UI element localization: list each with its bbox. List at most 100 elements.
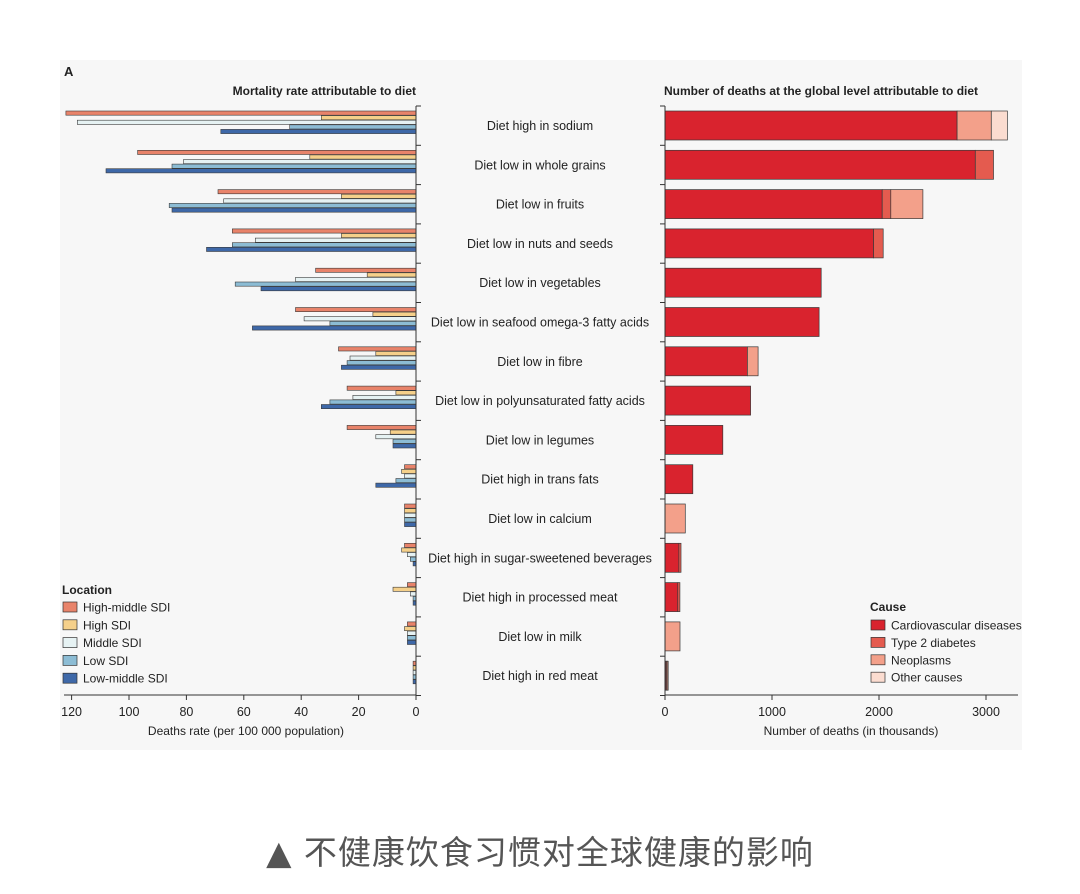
right-bar-segment bbox=[664, 542, 680, 573]
left-legend-entry: Low SDI bbox=[83, 654, 128, 668]
right-bar-segment bbox=[664, 110, 958, 141]
left-bar bbox=[255, 237, 417, 243]
left-bar bbox=[392, 586, 417, 592]
left-bar bbox=[407, 552, 417, 557]
left-bar bbox=[206, 247, 417, 252]
left-legend-entry: High-middle SDI bbox=[83, 601, 170, 615]
right-x-tick-label: 2000 bbox=[865, 705, 893, 719]
left-bar bbox=[346, 360, 417, 366]
left-bar bbox=[289, 124, 417, 130]
left-bar bbox=[404, 512, 417, 518]
right-bar-segment bbox=[664, 307, 820, 337]
left-bar bbox=[404, 542, 417, 548]
left-legend-title: Location bbox=[62, 583, 112, 597]
left-bar bbox=[105, 168, 417, 174]
left-bar bbox=[295, 277, 417, 282]
right-chart-title: Number of deaths at the global level att… bbox=[664, 84, 978, 98]
left-bar bbox=[407, 639, 417, 645]
right-bar-segment bbox=[664, 346, 748, 377]
category-label: Diet high in red meat bbox=[482, 669, 598, 683]
caption: ▲ 不健康饮食习惯对全球健康的影响 bbox=[266, 833, 814, 872]
left-bar bbox=[232, 242, 417, 248]
left-x-tick-label: 0 bbox=[413, 705, 420, 719]
left-bar bbox=[171, 207, 417, 213]
left-bar bbox=[349, 355, 417, 361]
right-x-axis-label: Number of deaths (in thousands) bbox=[764, 724, 939, 738]
right-bar-segment bbox=[664, 149, 976, 180]
category-label: Diet low in fibre bbox=[497, 355, 582, 369]
left-bar bbox=[234, 281, 417, 287]
right-bar-segment bbox=[956, 110, 992, 141]
category-label: Diet low in calcium bbox=[488, 512, 592, 526]
left-bar bbox=[401, 468, 417, 474]
left-bar bbox=[346, 385, 417, 391]
left-bar bbox=[409, 556, 417, 562]
left-bar bbox=[341, 233, 417, 238]
left-x-tick-label: 40 bbox=[294, 705, 308, 719]
left-bar bbox=[320, 404, 417, 409]
category-label: Diet high in processed meat bbox=[463, 591, 618, 605]
left-x-tick-label: 80 bbox=[179, 705, 193, 719]
panel-label: A bbox=[64, 64, 74, 79]
left-bar bbox=[392, 443, 417, 449]
left-bar bbox=[372, 311, 417, 317]
left-bar bbox=[404, 473, 417, 479]
left-legend-swatch bbox=[62, 655, 78, 666]
category-label: Diet low in seafood omega-3 fatty acids bbox=[431, 316, 649, 330]
right-legend-swatch bbox=[870, 637, 886, 648]
left-bar bbox=[346, 425, 417, 430]
right-bar-segment bbox=[664, 464, 694, 495]
left-bar bbox=[309, 154, 417, 160]
left-bar bbox=[171, 163, 417, 169]
left-bar bbox=[338, 346, 417, 352]
right-bar-segment bbox=[881, 189, 892, 219]
left-bar bbox=[375, 434, 417, 440]
left-bar bbox=[404, 626, 417, 631]
right-legend-entry: Other causes bbox=[891, 671, 962, 685]
right-bar-segment bbox=[890, 189, 924, 219]
right-bar-segment bbox=[666, 660, 669, 691]
right-legend-entry: Cardiovascular diseases bbox=[891, 619, 1022, 633]
right-x-tick-label: 1000 bbox=[758, 705, 786, 719]
category-label: Diet high in trans fats bbox=[481, 473, 598, 487]
right-bar-segment bbox=[664, 228, 875, 259]
left-bar bbox=[183, 159, 417, 164]
category-label: Diet low in milk bbox=[498, 630, 582, 644]
right-bar-segment bbox=[677, 582, 681, 612]
left-bar bbox=[395, 390, 417, 396]
left-bar bbox=[223, 198, 417, 204]
left-bar bbox=[341, 193, 417, 199]
left-bar bbox=[375, 351, 417, 356]
left-legend-entry: Low-middle SDI bbox=[83, 672, 168, 686]
left-legend-swatch bbox=[62, 601, 78, 613]
left-bar bbox=[217, 189, 417, 195]
right-bar-segment bbox=[664, 385, 751, 416]
category-label: Diet high in sugar-sweetened beverages bbox=[428, 551, 652, 565]
right-legend-entry: Type 2 diabetes bbox=[891, 636, 976, 650]
right-legend-background bbox=[866, 598, 1021, 690]
left-bar bbox=[295, 307, 417, 312]
left-bar bbox=[375, 482, 417, 488]
left-legend-swatch bbox=[62, 619, 78, 631]
left-x-tick-label: 20 bbox=[352, 705, 366, 719]
left-bar bbox=[407, 635, 417, 641]
left-bar bbox=[404, 464, 417, 470]
right-bar-segment bbox=[664, 503, 686, 534]
category-label: Diet low in polyunsaturated fatty acids bbox=[435, 394, 645, 408]
left-bar bbox=[252, 325, 417, 331]
left-bar bbox=[407, 582, 417, 588]
left-bar bbox=[404, 522, 417, 527]
left-bar bbox=[366, 272, 417, 278]
left-bar bbox=[320, 115, 417, 121]
right-bar-segment bbox=[664, 621, 681, 652]
category-label: Diet low in legumes bbox=[486, 433, 594, 447]
left-bar bbox=[404, 503, 417, 509]
left-bar bbox=[315, 267, 417, 273]
left-x-axis-label: Deaths rate (per 100 000 population) bbox=[148, 724, 344, 738]
left-x-tick-label: 100 bbox=[119, 705, 140, 719]
left-legend-swatch bbox=[62, 672, 78, 684]
left-bar bbox=[329, 320, 417, 326]
left-legend-swatch bbox=[62, 637, 78, 648]
left-bar bbox=[341, 364, 417, 370]
